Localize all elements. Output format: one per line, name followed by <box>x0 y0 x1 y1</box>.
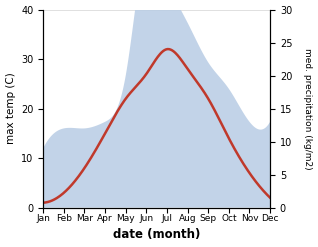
Y-axis label: max temp (C): max temp (C) <box>5 73 16 144</box>
X-axis label: date (month): date (month) <box>113 228 200 242</box>
Y-axis label: med. precipitation (kg/m2): med. precipitation (kg/m2) <box>303 48 313 169</box>
